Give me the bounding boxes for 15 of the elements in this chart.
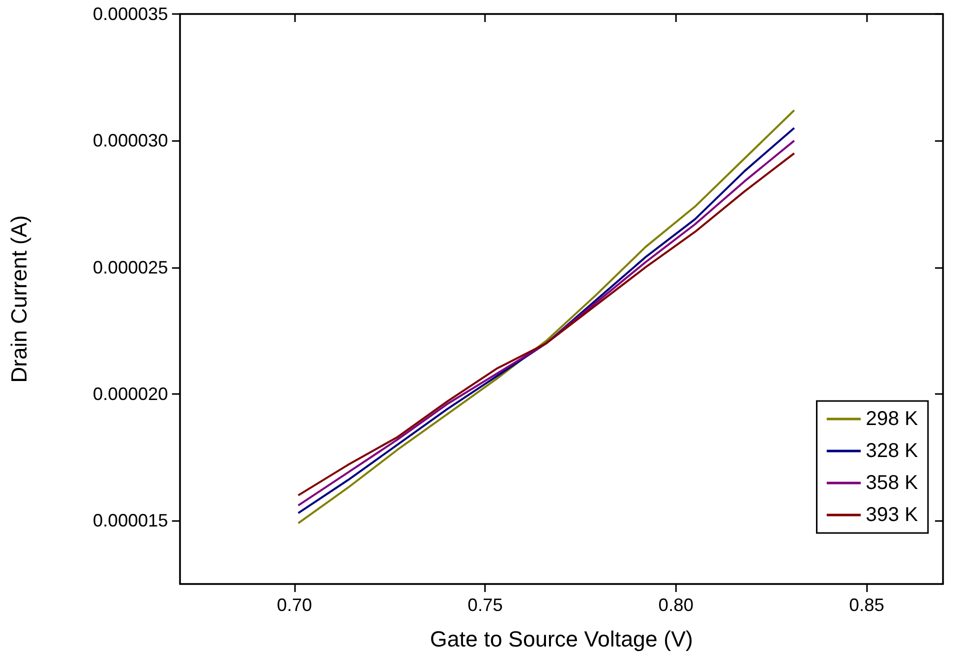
- x-tick-label: 0.80: [658, 595, 694, 615]
- y-axis-title: Drain Current (A): [6, 215, 32, 383]
- legend-label: 358 K: [866, 472, 919, 494]
- x-tick-label: 0.85: [849, 595, 884, 615]
- x-tick-label: 0.70: [276, 595, 312, 615]
- x-tick-label: 0.75: [468, 595, 503, 615]
- y-tick-label: 0.000015: [92, 510, 168, 531]
- legend-label: 298 K: [866, 408, 919, 430]
- x-axis-title: Gate to Source Voltage (V): [430, 626, 693, 652]
- y-tick-label: 0.000035: [92, 4, 168, 24]
- legend-label: 328 K: [866, 440, 919, 462]
- y-tick-label: 0.000030: [92, 130, 168, 151]
- y-tick-label: 0.000020: [92, 384, 168, 404]
- legend-label: 393 K: [866, 504, 919, 526]
- y-tick-label: 0.000025: [92, 257, 168, 278]
